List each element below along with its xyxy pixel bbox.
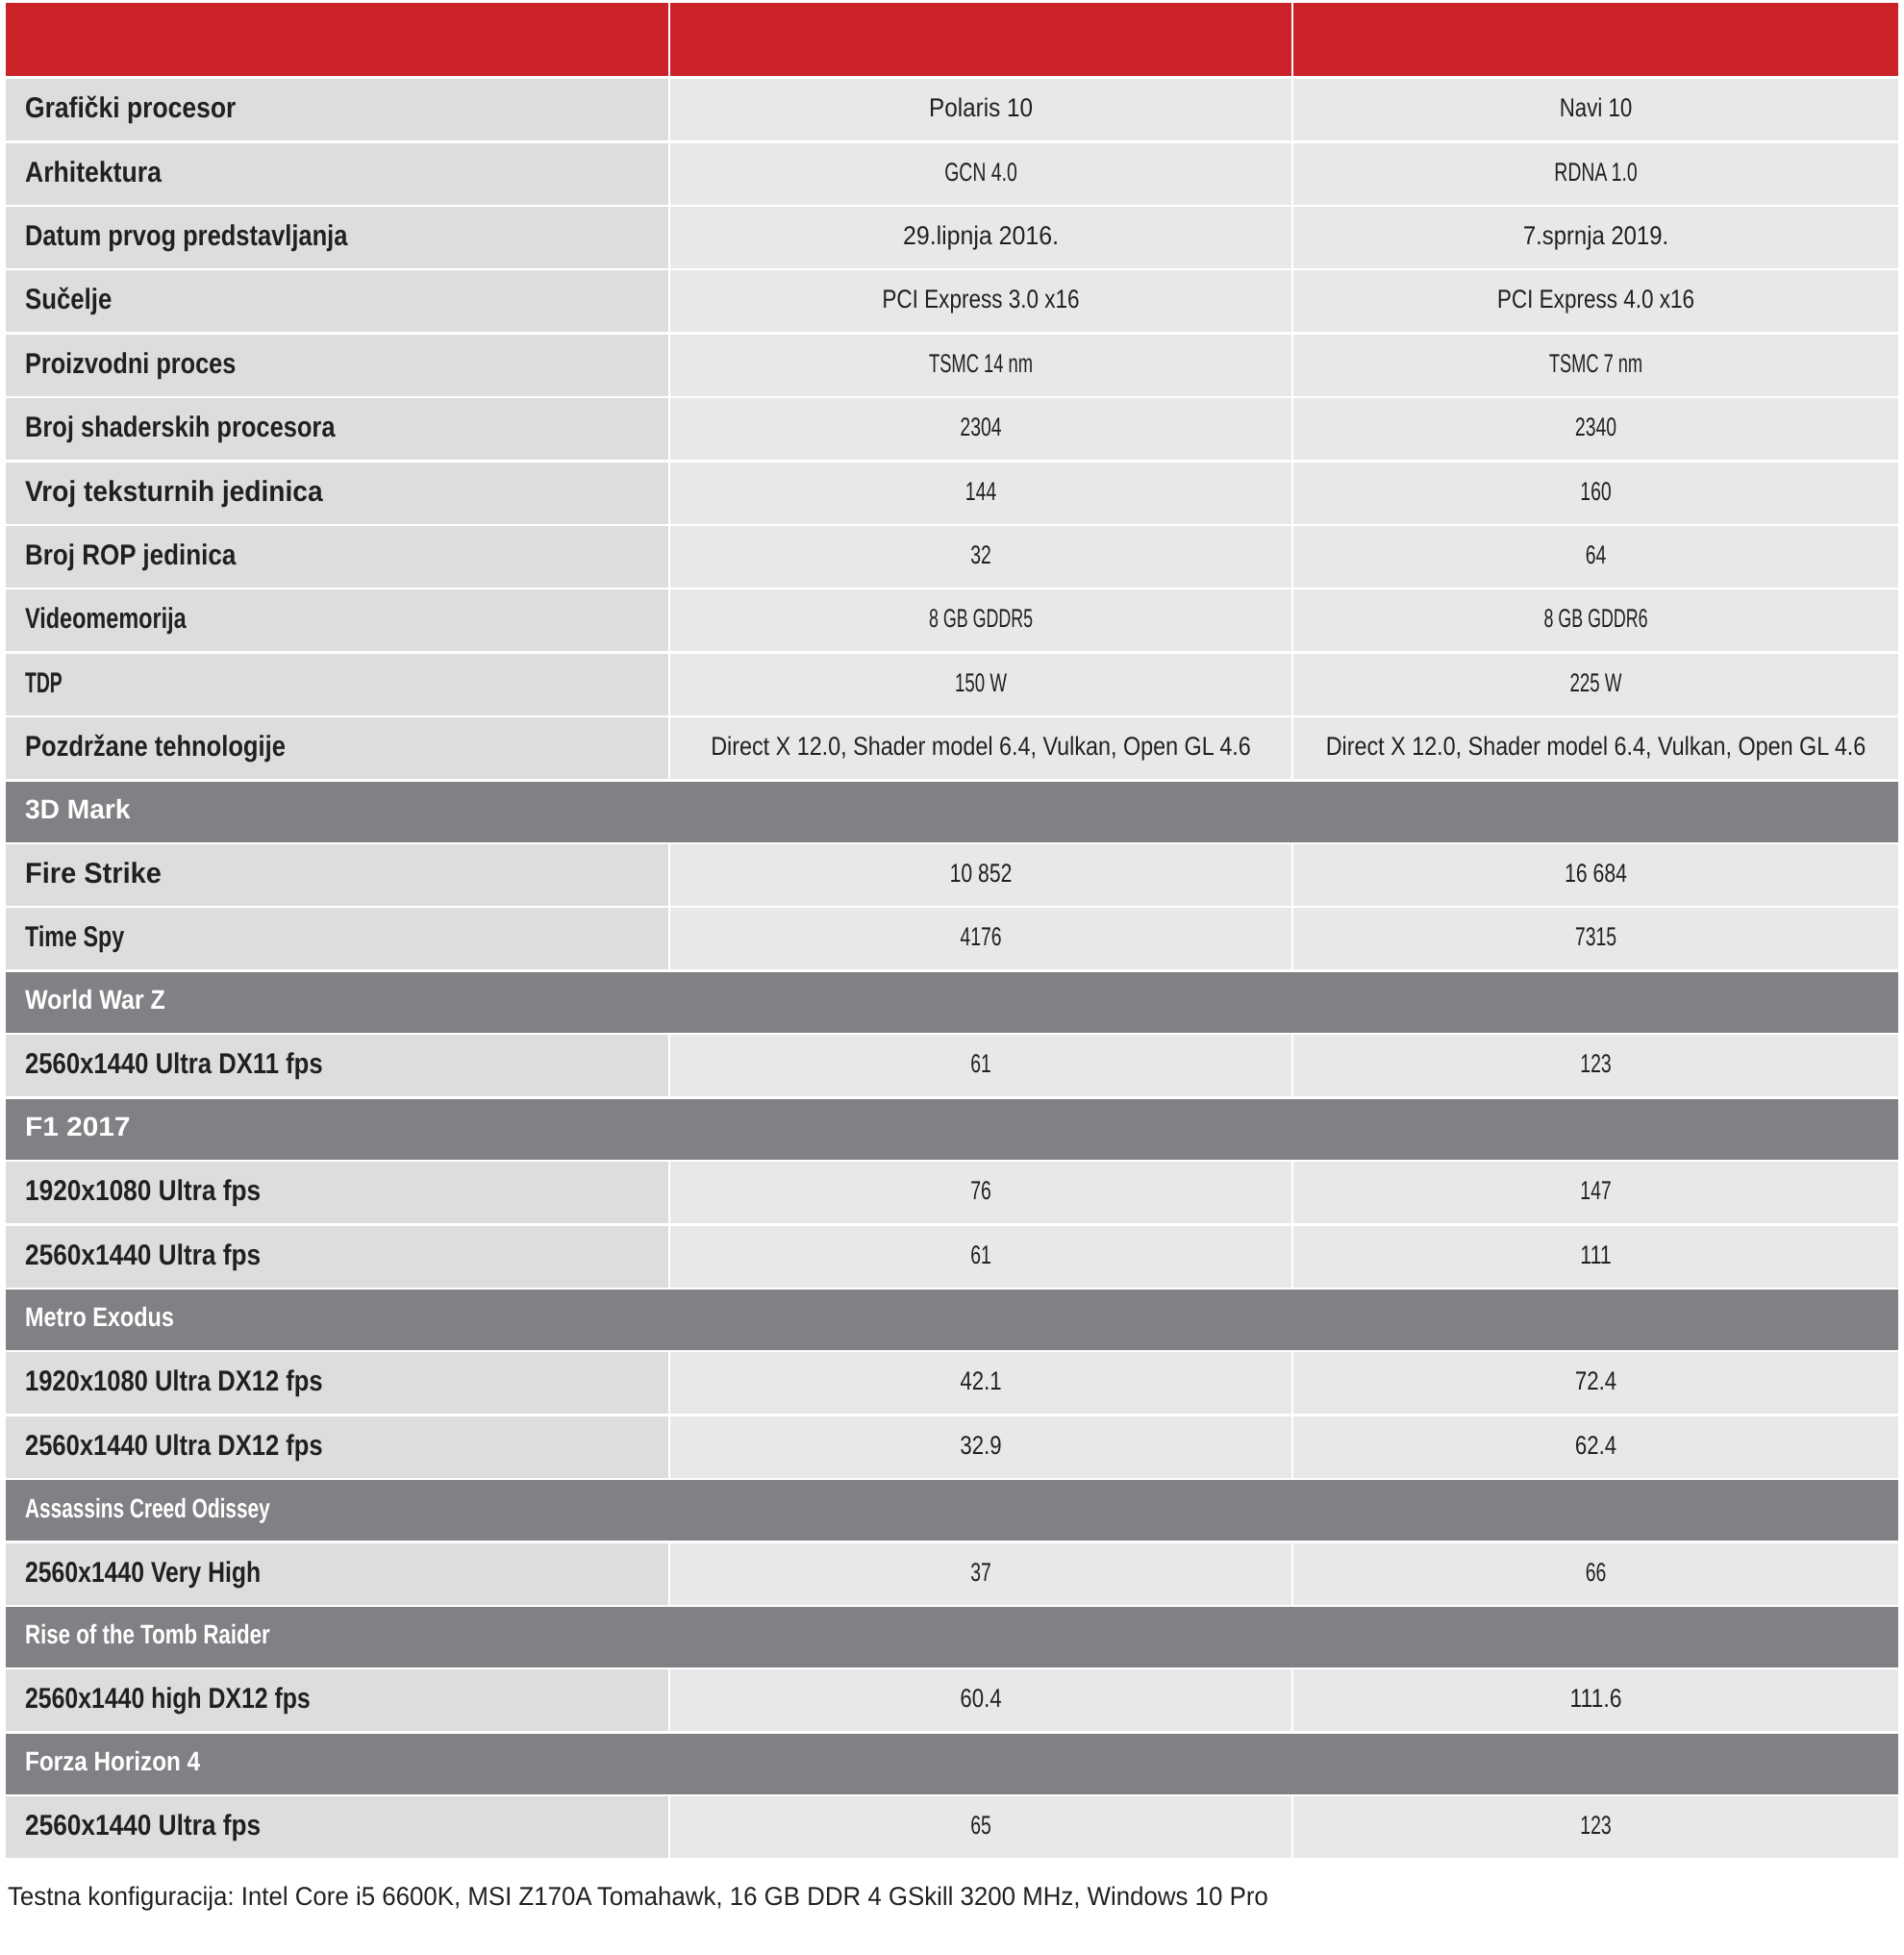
svg-text:2560x1440 Ultra DX12 fps: 2560x1440 Ultra DX12 fps <box>25 1430 323 1462</box>
svg-text:61: 61 <box>970 1049 991 1078</box>
svg-text:2560x1440 Ultra fps: 2560x1440 Ultra fps <box>25 1810 261 1842</box>
svg-text:66: 66 <box>1586 1558 1607 1587</box>
svg-text:64: 64 <box>1586 540 1607 569</box>
svg-text:111: 111 <box>1580 1241 1611 1269</box>
svg-text:Broj ROP jedinica: Broj ROP jedinica <box>25 539 237 571</box>
svg-text:Metro Exodus: Metro Exodus <box>25 1302 174 1332</box>
svg-text:29.lipnja 2016.: 29.lipnja 2016. <box>903 221 1059 250</box>
svg-text:2560x1440 high DX12 fps: 2560x1440 high DX12 fps <box>25 1683 311 1715</box>
svg-text:61: 61 <box>970 1241 991 1269</box>
svg-text:Testna konfiguracija: Intel Co: Testna konfiguracija: Intel Core i5 6600… <box>8 1882 1268 1911</box>
svg-text:42.1: 42.1 <box>960 1366 1001 1395</box>
svg-text:16 684: 16 684 <box>1565 859 1627 888</box>
svg-text:Forza Horizon 4: Forza Horizon 4 <box>25 1746 200 1776</box>
svg-text:144: 144 <box>965 477 996 506</box>
svg-text:TSMC 7 nm: TSMC 7 nm <box>1549 349 1642 378</box>
svg-text:1920x1080 Ultra fps: 1920x1080 Ultra fps <box>25 1175 261 1207</box>
svg-text:Time Spy: Time Spy <box>25 921 124 953</box>
svg-text:2340: 2340 <box>1575 413 1616 441</box>
svg-text:123: 123 <box>1580 1811 1611 1840</box>
svg-text:Direct X 12.0, Shader model 6.: Direct X 12.0, Shader model 6.4, Vulkan,… <box>711 732 1251 761</box>
svg-text:TDP: TDP <box>25 667 63 699</box>
svg-text:7.sprnja 2019.: 7.sprnja 2019. <box>1523 221 1668 250</box>
svg-text:60.4: 60.4 <box>960 1684 1001 1713</box>
svg-text:Grafički procesor: Grafički procesor <box>25 92 237 124</box>
svg-text:10 852: 10 852 <box>950 859 1013 888</box>
svg-text:World War Z: World War Z <box>25 985 165 1015</box>
svg-text:32.9: 32.9 <box>960 1431 1001 1460</box>
svg-text:65: 65 <box>970 1811 991 1840</box>
svg-text:76: 76 <box>970 1176 991 1205</box>
svg-text:Polaris 10: Polaris 10 <box>929 93 1033 122</box>
svg-text:2560x1440 Ultra fps: 2560x1440 Ultra fps <box>25 1240 261 1271</box>
svg-text:8 GB GDDR5: 8 GB GDDR5 <box>929 604 1033 633</box>
svg-text:RDNA 1.0: RDNA 1.0 <box>1554 158 1637 187</box>
svg-text:PCI Express 4.0 x16: PCI Express 4.0 x16 <box>1497 285 1694 313</box>
svg-text:GCN 4.0: GCN 4.0 <box>944 158 1017 187</box>
svg-text:Broj shaderskih procesora: Broj shaderskih procesora <box>25 412 336 443</box>
svg-text:160: 160 <box>1580 477 1611 506</box>
svg-text:2560x1440 Ultra DX11 fps: 2560x1440 Ultra DX11 fps <box>25 1048 323 1080</box>
svg-text:Fire Strike: Fire Strike <box>25 858 162 890</box>
svg-text:62.4: 62.4 <box>1575 1431 1616 1460</box>
svg-text:7315: 7315 <box>1575 922 1616 951</box>
svg-text:PCI Express 3.0 x16: PCI Express 3.0 x16 <box>882 285 1079 313</box>
svg-text:147: 147 <box>1580 1176 1611 1205</box>
svg-text:Arhitektura: Arhitektura <box>25 157 162 188</box>
svg-text:Sučelje: Sučelje <box>25 284 112 315</box>
svg-text:2560x1440 Very High: 2560x1440 Very High <box>25 1557 261 1589</box>
svg-text:3D Mark: 3D Mark <box>25 794 131 824</box>
svg-text:Proizvodni proces: Proizvodni proces <box>25 348 236 380</box>
svg-text:4176: 4176 <box>960 922 1001 951</box>
svg-text:Datum prvog predstavljanja: Datum prvog predstavljanja <box>25 220 348 252</box>
svg-text:Pozdržane tehnologije: Pozdržane tehnologije <box>25 731 286 763</box>
svg-text:Videomemorija: Videomemorija <box>25 603 187 635</box>
svg-text:32: 32 <box>970 540 991 569</box>
svg-text:1920x1080 Ultra DX12 fps: 1920x1080 Ultra DX12 fps <box>25 1366 323 1397</box>
svg-text:Rise of the Tomb Raider: Rise of the Tomb Raider <box>25 1619 270 1649</box>
svg-text:Navi 10: Navi 10 <box>1560 93 1633 122</box>
svg-text:Direct X 12.0, Shader model 6.: Direct X 12.0, Shader model 6.4, Vulkan,… <box>1326 732 1866 761</box>
svg-text:Assassins Creed Odissey: Assassins Creed Odissey <box>25 1493 270 1523</box>
svg-text:F1 2017: F1 2017 <box>25 1112 131 1141</box>
svg-text:111.6: 111.6 <box>1570 1684 1622 1713</box>
svg-text:Vroj teksturnih jedinica: Vroj teksturnih jedinica <box>25 476 323 508</box>
svg-text:225 W: 225 W <box>1570 668 1622 697</box>
svg-text:TSMC 14 nm: TSMC 14 nm <box>929 349 1033 378</box>
svg-text:2304: 2304 <box>960 413 1001 441</box>
svg-text:123: 123 <box>1580 1049 1611 1078</box>
svg-text:37: 37 <box>970 1558 991 1587</box>
svg-text:72.4: 72.4 <box>1575 1366 1616 1395</box>
svg-text:150 W: 150 W <box>955 668 1007 697</box>
svg-text:8 GB GDDR6: 8 GB GDDR6 <box>1544 604 1648 633</box>
